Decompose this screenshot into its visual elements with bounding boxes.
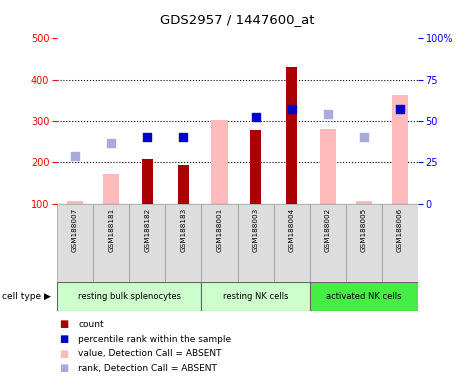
Text: resting NK cells: resting NK cells (223, 292, 288, 301)
Text: GSM188002: GSM188002 (325, 207, 331, 252)
Bar (165, 204, 201, 282)
Text: GSM188006: GSM188006 (397, 207, 403, 252)
Text: GSM188182: GSM188182 (144, 207, 150, 252)
Bar (382, 204, 418, 282)
Text: GSM188005: GSM188005 (361, 207, 367, 252)
Bar (310, 204, 346, 282)
Bar (67, 200, 83, 204)
Bar (274, 204, 310, 282)
Point (71, 153, 79, 159)
Bar (392, 95, 408, 204)
Text: value, Detection Call = ABSENT: value, Detection Call = ABSENT (78, 349, 222, 358)
Point (143, 134, 151, 140)
Text: ■: ■ (59, 349, 68, 359)
Bar (201, 282, 310, 311)
Text: GSM188007: GSM188007 (72, 207, 78, 252)
Text: count: count (78, 320, 104, 329)
Text: resting bulk splenocytes: resting bulk splenocytes (78, 292, 180, 301)
Bar (103, 174, 119, 204)
Bar (286, 67, 297, 204)
Bar (250, 130, 261, 204)
Point (360, 134, 368, 140)
Text: GSM188001: GSM188001 (217, 207, 222, 252)
Bar (178, 165, 189, 204)
Bar (320, 129, 336, 204)
Bar (142, 159, 152, 204)
Bar (129, 204, 165, 282)
Bar (201, 204, 238, 282)
Point (180, 134, 187, 140)
Text: ■: ■ (59, 363, 68, 373)
Text: percentile rank within the sample: percentile rank within the sample (78, 334, 231, 344)
Bar (356, 200, 372, 204)
Text: rank, Detection Call = ABSENT: rank, Detection Call = ABSENT (78, 364, 217, 373)
Text: activated NK cells: activated NK cells (326, 292, 401, 301)
Bar (310, 282, 418, 311)
Point (252, 114, 259, 120)
Bar (57, 204, 93, 282)
Bar (346, 204, 382, 282)
Text: GDS2957 / 1447600_at: GDS2957 / 1447600_at (160, 13, 315, 26)
Text: GSM188181: GSM188181 (108, 207, 114, 252)
Text: GSM188183: GSM188183 (180, 207, 186, 252)
Text: GSM188003: GSM188003 (253, 207, 258, 252)
Text: ■: ■ (59, 334, 68, 344)
Bar (211, 120, 228, 204)
Text: GSM188004: GSM188004 (289, 207, 294, 252)
Bar (93, 204, 129, 282)
Point (288, 106, 295, 112)
Point (324, 111, 332, 117)
Bar (57, 282, 201, 311)
Text: cell type ▶: cell type ▶ (2, 292, 51, 301)
Point (107, 140, 115, 146)
Point (396, 106, 404, 112)
Bar (238, 204, 274, 282)
Text: ■: ■ (59, 319, 68, 329)
